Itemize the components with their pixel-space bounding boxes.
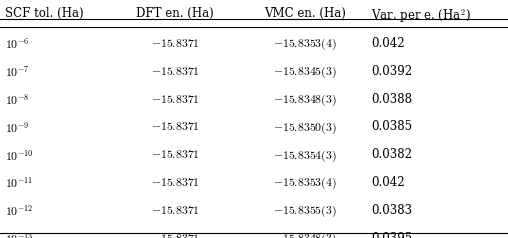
Text: Var. per e. (Ha$^2$): Var. per e. (Ha$^2$) bbox=[371, 7, 471, 25]
Text: 0.0383: 0.0383 bbox=[371, 204, 412, 217]
Text: DFT en. (Ha): DFT en. (Ha) bbox=[136, 7, 214, 20]
Text: $-15.8353(4)$: $-15.8353(4)$ bbox=[273, 37, 337, 52]
Text: 0.042: 0.042 bbox=[371, 176, 404, 189]
Text: $10^{-10}$: $10^{-10}$ bbox=[5, 148, 34, 163]
Text: $10^{-12}$: $10^{-12}$ bbox=[5, 204, 34, 219]
Text: VMC en. (Ha): VMC en. (Ha) bbox=[264, 7, 346, 20]
Text: $-15.8371$: $-15.8371$ bbox=[151, 148, 200, 161]
Text: $-15.8371$: $-15.8371$ bbox=[151, 120, 200, 134]
Text: $-15.8371$: $-15.8371$ bbox=[151, 204, 200, 217]
Text: 0.0392: 0.0392 bbox=[371, 65, 412, 78]
Text: $10^{-7}$: $10^{-7}$ bbox=[5, 65, 29, 80]
Text: $-15.8371$: $-15.8371$ bbox=[151, 93, 200, 106]
Text: $10^{-6}$: $10^{-6}$ bbox=[5, 37, 29, 52]
Text: $-15.8350(3)$: $-15.8350(3)$ bbox=[273, 120, 337, 136]
Text: $-15.8371$: $-15.8371$ bbox=[151, 37, 200, 50]
Text: $10^{-13}$: $10^{-13}$ bbox=[5, 232, 34, 238]
Text: 0.042: 0.042 bbox=[371, 37, 404, 50]
Text: $-15.8371$: $-15.8371$ bbox=[151, 65, 200, 78]
Text: $10^{-9}$: $10^{-9}$ bbox=[5, 120, 29, 135]
Text: $-15.8345(3)$: $-15.8345(3)$ bbox=[273, 65, 337, 80]
Text: $-15.8354(3)$: $-15.8354(3)$ bbox=[273, 148, 337, 164]
Text: $-15.8348(3)$: $-15.8348(3)$ bbox=[273, 232, 337, 238]
Text: 0.0388: 0.0388 bbox=[371, 93, 412, 106]
Text: $-15.8371$: $-15.8371$ bbox=[151, 176, 200, 189]
Text: 0.0385: 0.0385 bbox=[371, 120, 412, 134]
Text: $10^{-11}$: $10^{-11}$ bbox=[5, 176, 34, 191]
Text: $-15.8348(3)$: $-15.8348(3)$ bbox=[273, 93, 337, 108]
Text: 0.0395: 0.0395 bbox=[371, 232, 412, 238]
Text: $-15.8355(3)$: $-15.8355(3)$ bbox=[273, 204, 337, 219]
Text: $10^{-8}$: $10^{-8}$ bbox=[5, 93, 29, 108]
Text: SCF tol. (Ha): SCF tol. (Ha) bbox=[5, 7, 84, 20]
Text: $-15.8371$: $-15.8371$ bbox=[151, 232, 200, 238]
Text: $-15.8353(4)$: $-15.8353(4)$ bbox=[273, 176, 337, 191]
Text: 0.0382: 0.0382 bbox=[371, 148, 412, 161]
